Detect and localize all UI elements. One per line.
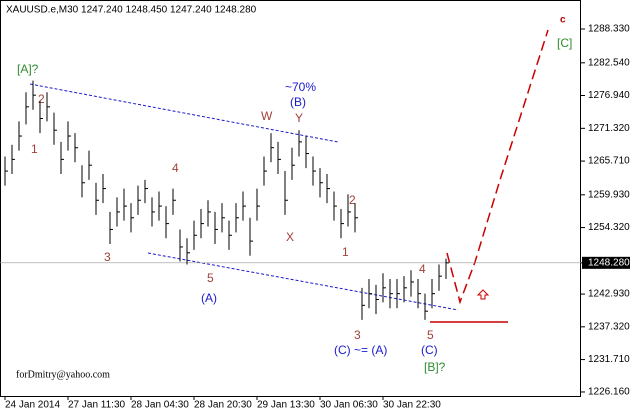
x-tick-label: 30 Jan 22:30	[383, 400, 441, 411]
trend-line	[147, 252, 459, 311]
annotation: (B)	[290, 95, 306, 109]
annotation: 1	[31, 142, 38, 156]
y-tick-label: 1242.930	[588, 289, 630, 300]
annotation: 3	[104, 250, 111, 264]
y-tick-label: 1265.710	[588, 156, 630, 167]
annotation: forDmitry@yahoo.com	[16, 369, 110, 380]
y-tick-label: 1271.320	[588, 123, 630, 134]
x-tick-label: 27 Jan 11:30	[68, 400, 126, 411]
annotation: [B]?	[424, 360, 446, 374]
annotation: 2	[38, 92, 45, 106]
annotation: [A]?	[17, 62, 39, 76]
arrow-icon	[476, 289, 490, 300]
y-tick-label: 1288.330	[588, 24, 630, 35]
x-tick-label: 29 Jan 13:30	[257, 400, 315, 411]
annotation: (C)	[421, 343, 438, 357]
y-tick-label: 1254.320	[588, 222, 630, 233]
forecast-line	[446, 29, 549, 305]
y-tick-label: 1231.710	[588, 354, 630, 365]
trend-line	[29, 83, 339, 143]
annotation: X	[286, 230, 294, 244]
annotation: (A)	[201, 291, 217, 305]
annotation: [C]	[557, 36, 572, 50]
y-tick-label: 1276.940	[588, 90, 630, 101]
x-tick-label: 28 Jan 04:30	[131, 400, 189, 411]
annotation: 3	[354, 328, 361, 342]
plot-frame	[0, 0, 581, 397]
price-box	[582, 256, 630, 269]
annotation: 2	[349, 193, 356, 207]
annotation: 5	[427, 328, 434, 342]
y-tick-label: 1226.160	[588, 387, 630, 398]
annotation: c	[560, 15, 566, 26]
chart-title: XAUUSD.e,M30 1247.240 1248.450 1247.240 …	[6, 5, 257, 16]
annotation: 4	[172, 161, 179, 175]
annotation: 5	[207, 271, 214, 285]
x-tick-label: 30 Jan 06:30	[320, 400, 378, 411]
x-tick-label: 24 Jan 2014	[5, 400, 60, 411]
annotation: W	[261, 109, 273, 123]
y-tick-label: 1248.280	[588, 257, 630, 268]
annotation: ~70%	[285, 80, 316, 94]
x-tick-label: 28 Jan 20:30	[194, 400, 252, 411]
y-tick-label: 1259.930	[588, 189, 630, 200]
annotation: 1	[342, 245, 349, 259]
annotation: (C) ~= (A)	[334, 343, 387, 357]
y-tick-label: 1282.540	[588, 57, 630, 68]
y-tick-label: 1237.320	[588, 321, 630, 332]
annotation: 4	[419, 262, 426, 276]
annotation: Y	[295, 111, 303, 125]
